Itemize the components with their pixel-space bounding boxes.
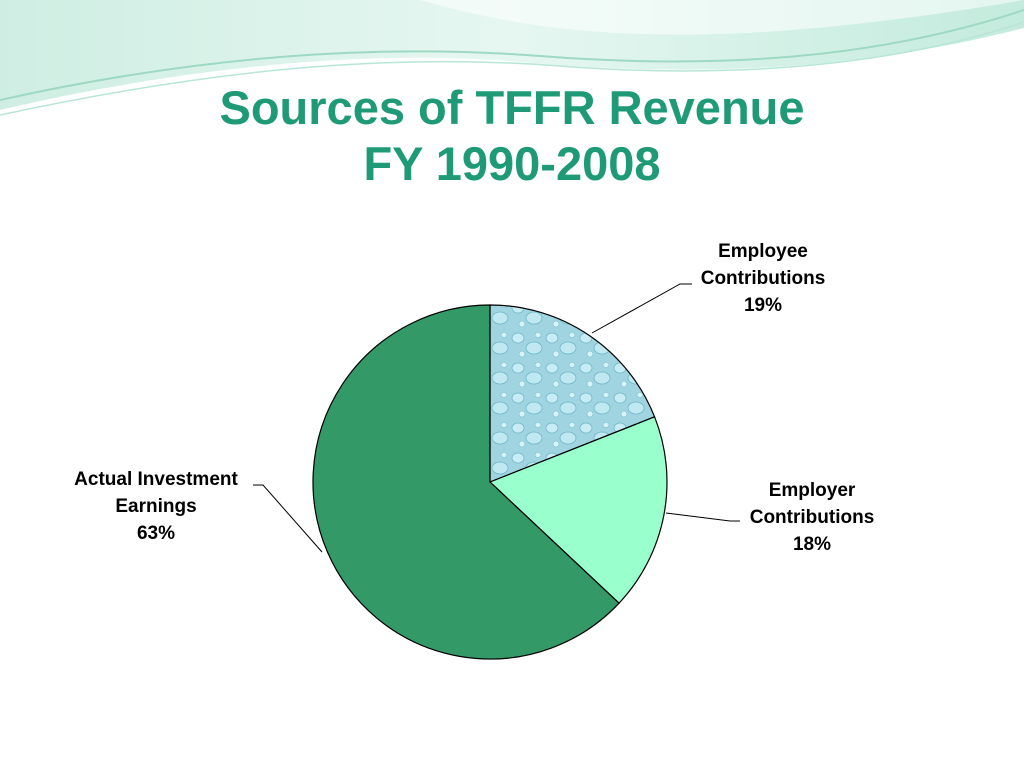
slice-name-line: Employer: [769, 480, 856, 501]
slice-name-line: Employee: [718, 241, 808, 262]
slide-title: Sources of TFFR Revenue FY 1990-2008: [0, 80, 1024, 192]
leader-line-2: [665, 512, 740, 522]
slice-label-2: Employer Contributions 18%: [750, 480, 875, 555]
slice-name-line: Actual Investment: [74, 469, 238, 490]
title-line-2: FY 1990-2008: [363, 137, 661, 190]
pie-slice-3: [312, 304, 620, 660]
slice-value-label: 19%: [744, 295, 782, 316]
slice-name-line: Earnings: [115, 496, 196, 517]
slice-label-1: Employee Contributions 19%: [701, 241, 826, 316]
leader-line-1: [591, 283, 692, 334]
slice-label-3: Actual Investment Earnings 63%: [74, 469, 238, 544]
title-line-1: Sources of TFFR Revenue: [219, 81, 805, 134]
slice-value-label: 18%: [793, 534, 831, 555]
leader-line-3: [253, 484, 323, 553]
pie-slice-1: [489, 304, 656, 483]
slice-value-label: 63%: [137, 523, 175, 544]
pie-slice-2: [488, 416, 668, 605]
wave-decoration: [0, 0, 1024, 116]
slice-name-line: Contributions: [701, 268, 826, 289]
slice-name-line: Contributions: [750, 507, 875, 528]
